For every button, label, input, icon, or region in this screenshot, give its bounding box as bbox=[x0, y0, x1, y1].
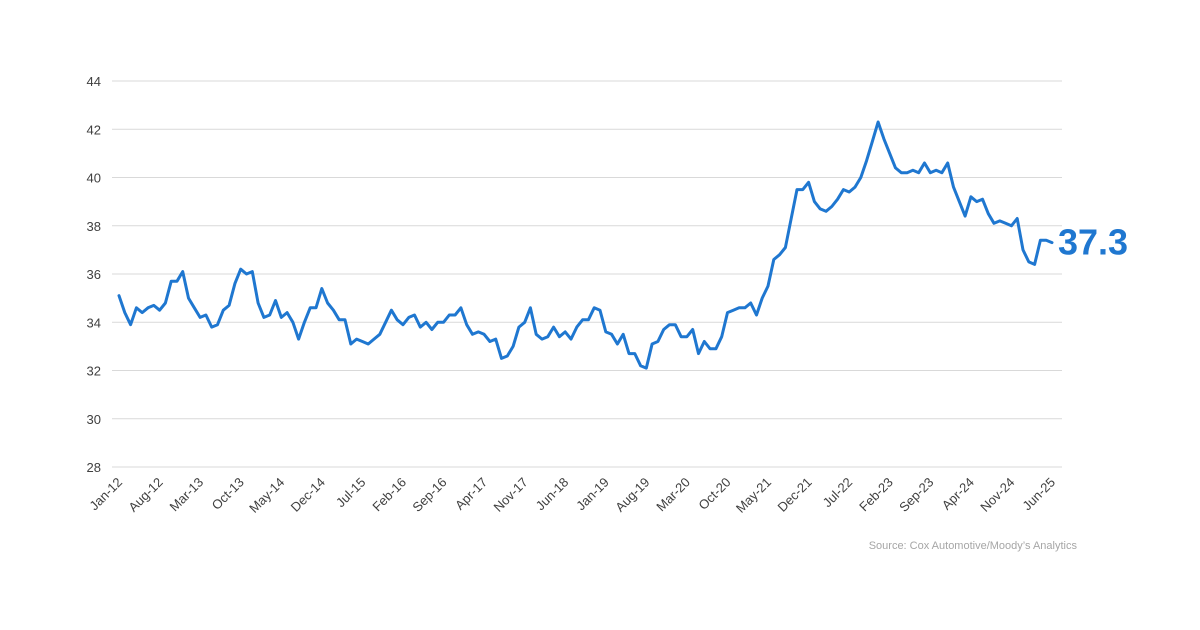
x-tick-label: Jan-12 bbox=[86, 475, 125, 514]
x-tick-label: Jun-25 bbox=[1019, 475, 1058, 514]
y-tick-label: 32 bbox=[87, 364, 101, 379]
x-tick-label: Jan-19 bbox=[573, 475, 612, 514]
x-tick-label: Jul-15 bbox=[333, 475, 369, 511]
x-tick-label: May-21 bbox=[733, 475, 774, 516]
y-axis-ticks: 28 30 32 34 36 38 40 42 44 bbox=[87, 74, 101, 475]
x-tick-label: Feb-16 bbox=[369, 475, 409, 515]
x-tick-label: Oct-20 bbox=[695, 475, 733, 513]
x-tick-label: Nov-24 bbox=[977, 475, 1017, 515]
x-tick-label: Apr-17 bbox=[452, 475, 490, 513]
x-tick-label: Mar-20 bbox=[653, 475, 693, 515]
y-tick-label: 28 bbox=[87, 460, 101, 475]
x-tick-label: Sep-23 bbox=[896, 475, 936, 515]
x-tick-label: Dec-21 bbox=[774, 475, 814, 515]
x-tick-label: Mar-13 bbox=[167, 475, 207, 515]
x-tick-label: Aug-12 bbox=[125, 475, 165, 515]
x-tick-label: Dec-14 bbox=[288, 475, 328, 515]
series-layer bbox=[117, 120, 1054, 370]
source-note: Source: Cox Automotive/Moody’s Analytics bbox=[868, 540, 1077, 552]
x-tick-label: May-14 bbox=[246, 475, 287, 516]
x-tick-label: Nov-17 bbox=[491, 475, 531, 515]
y-tick-label: 34 bbox=[87, 315, 101, 330]
x-tick-label: Jul-22 bbox=[820, 475, 856, 511]
y-tick-label: 44 bbox=[87, 74, 101, 89]
x-tick-label: Jun-18 bbox=[533, 475, 572, 514]
series-line bbox=[117, 120, 1054, 370]
x-axis-ticks: Jan-12 Aug-12 Mar-13 Oct-13 May-14 Dec-14 Jul-… bbox=[86, 475, 1058, 516]
x-tick-label: Feb-23 bbox=[856, 475, 896, 515]
y-tick-label: 30 bbox=[87, 412, 101, 427]
y-tick-label: 38 bbox=[87, 219, 101, 234]
x-tick-label: Sep-16 bbox=[409, 475, 449, 515]
y-tick-label: 42 bbox=[87, 122, 101, 137]
x-tick-label: Oct-13 bbox=[209, 475, 247, 513]
y-tick-label: 40 bbox=[87, 171, 101, 186]
y-tick-label: 36 bbox=[87, 267, 101, 282]
gridlines bbox=[112, 80, 1062, 420]
last-value-label: 37.3 bbox=[1058, 222, 1128, 263]
x-tick-label: Apr-24 bbox=[939, 475, 977, 513]
x-tick-label: Aug-19 bbox=[612, 475, 652, 515]
